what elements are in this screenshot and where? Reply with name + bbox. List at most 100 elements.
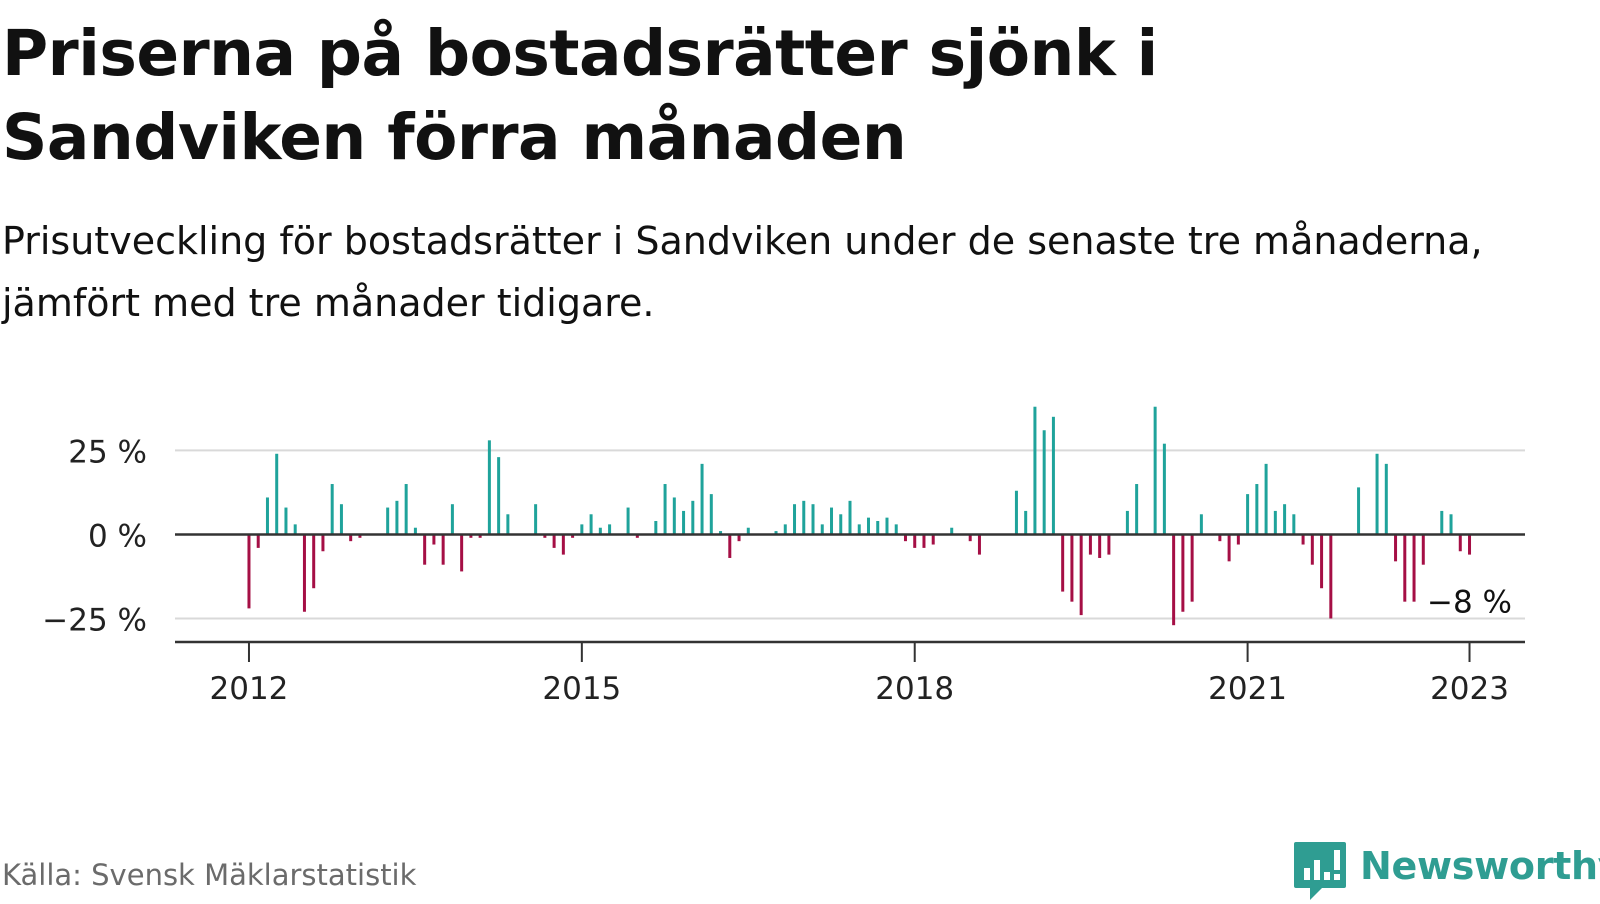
bar [691, 500, 695, 535]
bar [1246, 494, 1250, 535]
bar [275, 453, 279, 535]
bar [1014, 490, 1018, 535]
bar [395, 500, 399, 535]
grid-lines [175, 449, 1525, 620]
bar [885, 517, 889, 535]
bar [635, 534, 639, 538]
bar [1357, 487, 1361, 535]
bar [608, 524, 612, 535]
bar [876, 521, 880, 535]
bar [672, 497, 676, 535]
bar [1292, 514, 1296, 535]
bar [497, 457, 501, 535]
bar [1088, 534, 1092, 555]
bar [247, 534, 251, 609]
newsworthy-logo-icon [1294, 842, 1346, 900]
bar [654, 521, 658, 535]
bar [358, 534, 362, 538]
bar [1024, 510, 1028, 535]
bar [1440, 510, 1444, 535]
bar [1107, 534, 1111, 555]
bar [487, 440, 491, 535]
bar [589, 514, 593, 535]
bar [256, 534, 260, 548]
bar [1236, 534, 1240, 545]
axes: 25 % 0 % −25 % 2012 2015 2018 2021 2023 −8 % [42, 434, 1525, 707]
bar [423, 534, 427, 565]
bar [1264, 463, 1268, 535]
x-tick-label: 2012 [210, 671, 289, 707]
bar [460, 534, 464, 572]
bar [903, 534, 907, 542]
bar [506, 514, 510, 535]
bar [968, 534, 972, 542]
bar [1042, 430, 1046, 535]
bar [469, 534, 473, 538]
bar [737, 534, 741, 542]
bar [719, 531, 723, 535]
bar [293, 524, 297, 535]
bar [793, 504, 797, 535]
x-tick-label: 2015 [542, 671, 621, 707]
bar [857, 524, 861, 535]
bar [1255, 484, 1259, 535]
bar [265, 497, 269, 535]
chart-title: Priserna på bostadsrätter sjönk i Sandvi… [2, 17, 1158, 174]
bar [1412, 534, 1416, 602]
bar [598, 527, 602, 535]
bar [534, 504, 538, 535]
bar [931, 534, 935, 545]
bar [302, 534, 306, 612]
brand-name: Newsworthy [1360, 844, 1600, 888]
bar [1310, 534, 1314, 565]
bar [1394, 534, 1398, 562]
bar [977, 534, 981, 555]
bar [1190, 534, 1194, 602]
bar [913, 534, 917, 548]
bar [552, 534, 556, 548]
bar-chart: 25 % 0 % −25 % 2012 2015 2018 2021 2023 −8 % [42, 406, 1525, 707]
bar [1172, 534, 1176, 626]
bar [1283, 504, 1287, 535]
y-tick-label: −25 % [42, 602, 147, 638]
bar [774, 531, 778, 535]
bar [1070, 534, 1074, 602]
bar [312, 534, 316, 589]
bar [783, 524, 787, 535]
bar [626, 507, 630, 535]
bar [1181, 534, 1185, 612]
bar [432, 534, 436, 545]
bar [1403, 534, 1407, 602]
bar [746, 527, 750, 535]
bar [284, 507, 288, 535]
bar [580, 524, 584, 535]
bars [247, 406, 1472, 626]
x-tick-label: 2018 [875, 671, 954, 707]
bar [1153, 406, 1157, 535]
bar [728, 534, 732, 558]
bar [1384, 463, 1388, 535]
bar [950, 527, 954, 535]
bar [866, 517, 870, 535]
bar [478, 534, 482, 538]
bar [1375, 453, 1379, 535]
chart-subtitle: Prisutveckling för bostadsrätter i Sandv… [2, 219, 1483, 325]
bar [321, 534, 325, 552]
bar [802, 500, 806, 535]
bar [413, 527, 417, 535]
bar [820, 524, 824, 535]
bar [1098, 534, 1102, 558]
bar [839, 514, 843, 535]
bar [811, 504, 815, 535]
bar [1329, 534, 1333, 619]
source-note: Källa: Svensk Mäklarstatistik [2, 858, 417, 892]
y-tick-label: 25 % [68, 434, 147, 470]
bar [709, 494, 713, 535]
last-value-annotation: −8 % [1427, 584, 1512, 620]
bar [1273, 510, 1277, 535]
bar [922, 534, 926, 548]
bar [1033, 406, 1037, 535]
bar [330, 484, 334, 535]
bar [543, 534, 547, 538]
bar [1162, 443, 1166, 535]
